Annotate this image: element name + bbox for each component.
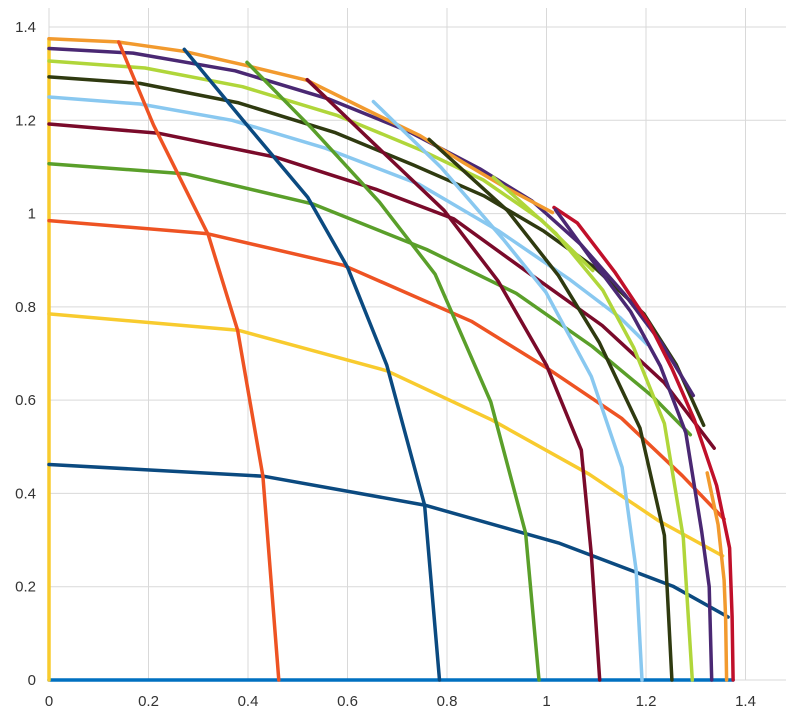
series-line-11 — [552, 205, 735, 682]
x-tick-label: 0.4 — [238, 693, 259, 710]
x-tick-label: 1 — [542, 693, 550, 710]
y-tick-label: 1.4 — [15, 19, 36, 36]
y-tick-label: 1.2 — [15, 112, 36, 129]
y-tick-label: 0 — [28, 672, 36, 689]
x-tick-label: 0 — [45, 693, 53, 710]
tick-labels: 0 0.2 0.4 0.6 0.8 1 1.2 1.4 0 0.2 0.4 0.6 0.8 1 1.2 1.4 — [15, 19, 756, 710]
series-line-19 — [427, 137, 674, 682]
series-line-7 — [47, 95, 649, 346]
x-tick-label: 1.4 — [735, 693, 756, 710]
series-line-3 — [47, 312, 725, 558]
x-tick-label: 1.2 — [636, 693, 657, 710]
series-line-13 — [705, 471, 729, 682]
series-line-10 — [47, 46, 696, 398]
series-lines — [47, 36, 735, 682]
series-line-16 — [245, 60, 541, 682]
y-tick-label: 0.2 — [15, 579, 36, 596]
series-line-14 — [116, 40, 281, 682]
series-line-17 — [305, 77, 602, 682]
x-tick-label: 0.2 — [138, 693, 159, 710]
series-line-5 — [47, 161, 693, 437]
series-line-15 — [182, 47, 442, 682]
x-tick-label: 0.8 — [437, 693, 458, 710]
series-line-6 — [47, 122, 716, 450]
y-tick-label: 0.8 — [15, 299, 36, 316]
y-tick-label: 0.4 — [15, 485, 36, 502]
series-line-20 — [491, 175, 695, 682]
y-tick-label: 0.6 — [15, 392, 36, 409]
y-tick-label: 1 — [28, 206, 36, 223]
series-line-18 — [371, 99, 644, 682]
x-tick-label: 0.6 — [337, 693, 358, 710]
series-line-12 — [47, 36, 555, 215]
series-line-21 — [553, 208, 714, 682]
series-line-2 — [47, 462, 730, 619]
series-line-8 — [47, 75, 706, 428]
